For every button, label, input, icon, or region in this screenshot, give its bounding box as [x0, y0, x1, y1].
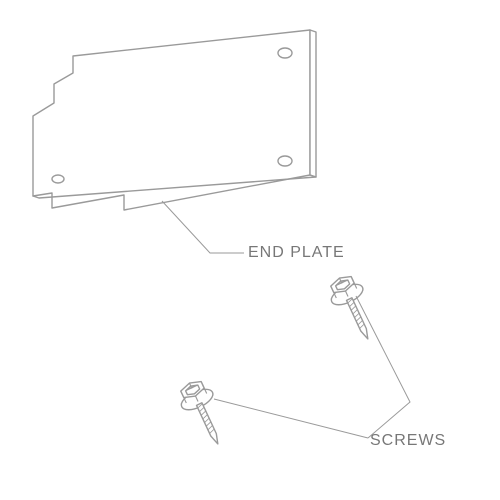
label-end-plate: END PLATE: [248, 244, 345, 261]
leader-screw: [356, 296, 410, 438]
screw: [174, 376, 233, 451]
screw: [324, 271, 383, 346]
leader-end-plate: [162, 201, 244, 253]
label-screws: SCREWS: [370, 432, 446, 449]
leader-screw: [214, 399, 368, 438]
end-plate: [33, 30, 316, 253]
